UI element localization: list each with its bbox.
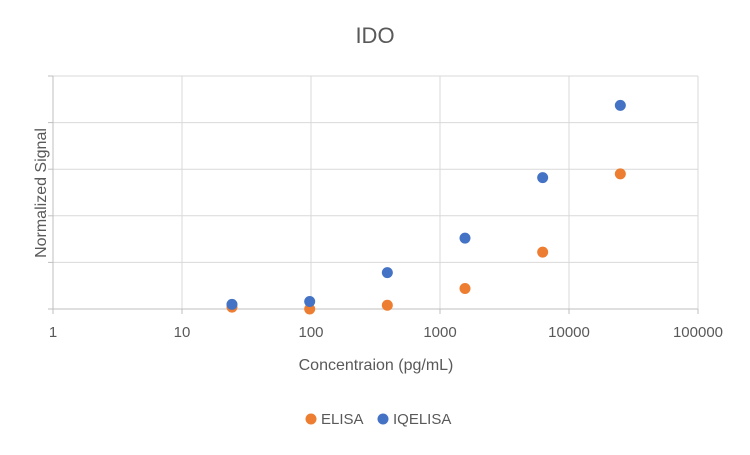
legend-item-iqelisa: IQELISA [377, 411, 451, 428]
data-point-iqelisa [381, 267, 393, 279]
legend-marker [377, 413, 389, 425]
data-point-elisa [614, 168, 626, 180]
x-tick-label: 10000 [548, 324, 590, 341]
legend-label: IQELISA [393, 411, 451, 428]
data-point-iqelisa [304, 296, 316, 308]
legend-label: ELISA [321, 411, 364, 428]
data-point-iqelisa [459, 232, 471, 244]
x-tick-label: 1000 [423, 324, 456, 341]
grid-layer [53, 75, 699, 309]
x-tick-label: 100 [298, 324, 323, 341]
x-tick-label: 100000 [673, 324, 723, 341]
legend: ELISA IQELISA [305, 411, 451, 428]
data-points [226, 99, 626, 315]
x-tick-label: 1 [49, 324, 57, 341]
y-axis-title: Normalized Signal [33, 128, 50, 258]
chart-title: IDO [355, 23, 394, 48]
x-axis-title: Concentraion (pg/mL) [299, 357, 454, 374]
x-tick-label: 10 [174, 324, 191, 341]
legend-marker [305, 413, 317, 425]
axis-layer [48, 75, 699, 314]
data-point-iqelisa [614, 99, 626, 111]
data-point-iqelisa [226, 298, 238, 310]
x-tick-labels: 1 10 100 1000 10000 100000 [49, 324, 723, 341]
data-point-elisa [459, 282, 471, 294]
data-point-elisa [537, 246, 549, 258]
data-point-elisa [381, 299, 393, 311]
legend-item-elisa: ELISA [305, 411, 364, 428]
data-point-iqelisa [537, 172, 549, 184]
